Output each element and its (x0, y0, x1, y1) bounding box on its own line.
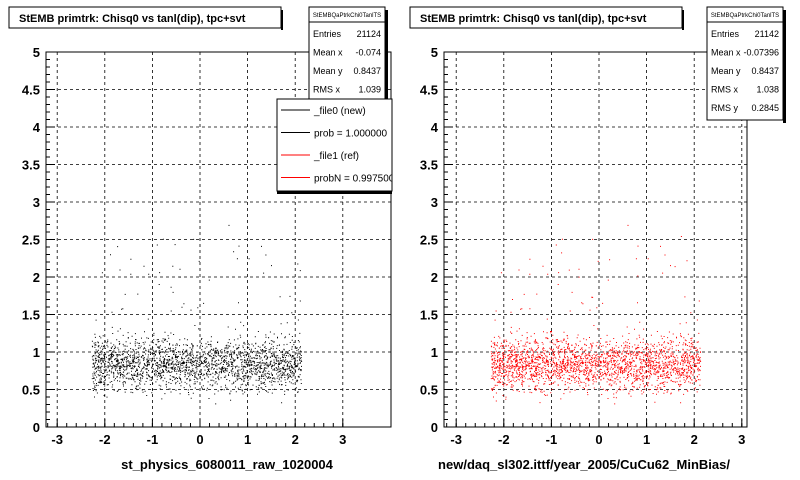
x-tick-label: -2 (498, 432, 510, 447)
x-tick-label: 2 (691, 432, 698, 447)
left-xlabel: st_physics_6080011_raw_1020004 (121, 457, 334, 472)
y-tick-label: 1.5 (22, 308, 40, 323)
x-tick-label: 0 (595, 432, 602, 447)
legend-label: prob = 1.000000 (314, 129, 388, 140)
x-tick-label: 3 (738, 432, 745, 447)
stat-label: Mean y (313, 66, 343, 76)
left-scatter-points (91, 224, 303, 405)
axes-frame (443, 51, 748, 428)
left-legend: _file0 (new) prob = 1.000000 _file1 (ref) p… (281, 106, 395, 185)
left-stats-name: StEMBQaPtrkChi0TanlTS (313, 13, 381, 19)
stat-label: RMS x (313, 85, 341, 95)
y-tick-label: 2.5 (420, 233, 438, 248)
stat-value: 1.039 (358, 85, 381, 95)
y-tick-label: 5 (33, 45, 40, 60)
left-panel: -3 -2 -1 0 1 2 3 0 0.5 1 1.5 2 2.5 3 3.5 4 4.5 5 StEMB pr… (8, 6, 395, 472)
y-tick-label: 3 (431, 195, 438, 210)
x-tick-label: 3 (339, 432, 346, 447)
x-tick-label: -1 (147, 432, 159, 447)
stat-value: 0.8437 (353, 66, 381, 76)
y-tick-label: 1 (431, 345, 438, 360)
stat-label: Mean x (313, 48, 343, 58)
stat-value: 1.038 (756, 85, 779, 95)
y-tick-label: 4 (431, 120, 439, 135)
y-tick-label: 5 (431, 45, 438, 60)
stat-label: RMS y (711, 103, 739, 113)
stat-value: 0.8437 (751, 66, 779, 76)
y-tick-label: 4.5 (420, 83, 438, 98)
stat-value: 21124 (357, 29, 381, 39)
legend-label: _file0 (new) (313, 106, 366, 117)
x-tick-label: 2 (292, 432, 299, 447)
x-tick-label: 1 (244, 432, 251, 447)
y-tick-label: 0.5 (22, 383, 40, 398)
axes-frame (45, 51, 392, 428)
scatter-point-cloud (91, 224, 303, 405)
stat-label: RMS x (711, 85, 739, 95)
stat-label: Entries (313, 29, 342, 39)
y-tick-label: 3.5 (22, 158, 40, 173)
legend-label: probN = 0.997500 (314, 174, 395, 185)
right-scatter-points (490, 224, 702, 405)
x-tick-label: 1 (643, 432, 650, 447)
y-tick-label: 2 (33, 270, 40, 285)
left-title: StEMB primtrk: Chisq0 vs tanl(dip), tpc+… (19, 13, 246, 25)
y-tick-label: 3.5 (420, 158, 438, 173)
y-tick-label: 4 (33, 120, 41, 135)
y-tick-label: 2.5 (22, 233, 40, 248)
stat-value: -0.07396 (743, 48, 779, 58)
y-tick-label: 4.5 (22, 83, 40, 98)
right-xlabel: new/daq_sl302.ittf/year_2005/CuCu62_MinB… (438, 457, 730, 472)
y-tick-label: 3 (33, 195, 40, 210)
y-tick-label: 1 (33, 345, 40, 360)
stat-value: 0.2845 (751, 103, 779, 113)
left-stats-rows: Entries 21124 Mean x -0.074 Mean y 0.8437 RMS … (313, 29, 381, 95)
stat-label: Mean y (711, 66, 741, 76)
x-tick-label: -3 (51, 432, 63, 447)
right-grid (444, 52, 747, 427)
legend-label: _file1 (ref) (313, 151, 359, 162)
y-tick-label: 0.5 (420, 383, 438, 398)
right-axes: -3 -2 -1 0 1 2 3 0 0.5 1 1.5 2 2.5 3 3.5 4 4.5 5 (420, 45, 748, 447)
left-axes: -3 -2 -1 0 1 2 3 0 0.5 1 1.5 2 2.5 3 3.5 4 4.5 5 (22, 45, 392, 447)
scatter-point-cloud (490, 224, 702, 405)
y-tick-label: 1.5 (420, 308, 438, 323)
y-tick-label: 0 (33, 420, 40, 435)
x-tick-label: -2 (99, 432, 111, 447)
y-tick-label: 0 (431, 420, 438, 435)
x-tick-label: -3 (450, 432, 462, 447)
right-title: StEMB primtrk: Chisq0 vs tanl(dip), tpc+… (420, 13, 647, 25)
stat-value: 21142 (755, 29, 779, 39)
right-stats-name: StEMBQaPtrkChi0TanlTS (711, 13, 779, 19)
stat-value: -0.074 (355, 48, 381, 58)
stat-label: Mean x (711, 48, 741, 58)
right-panel: -3 -2 -1 0 1 2 3 0 0.5 1 1.5 2 2.5 3 3.5 4 4.5 5 StEMB pr… (409, 6, 786, 472)
y-tick-label: 2 (431, 270, 438, 285)
stat-label: Entries (711, 29, 740, 39)
x-tick-label: 0 (196, 432, 203, 447)
x-tick-label: -1 (546, 432, 558, 447)
right-stats-box (706, 6, 784, 121)
